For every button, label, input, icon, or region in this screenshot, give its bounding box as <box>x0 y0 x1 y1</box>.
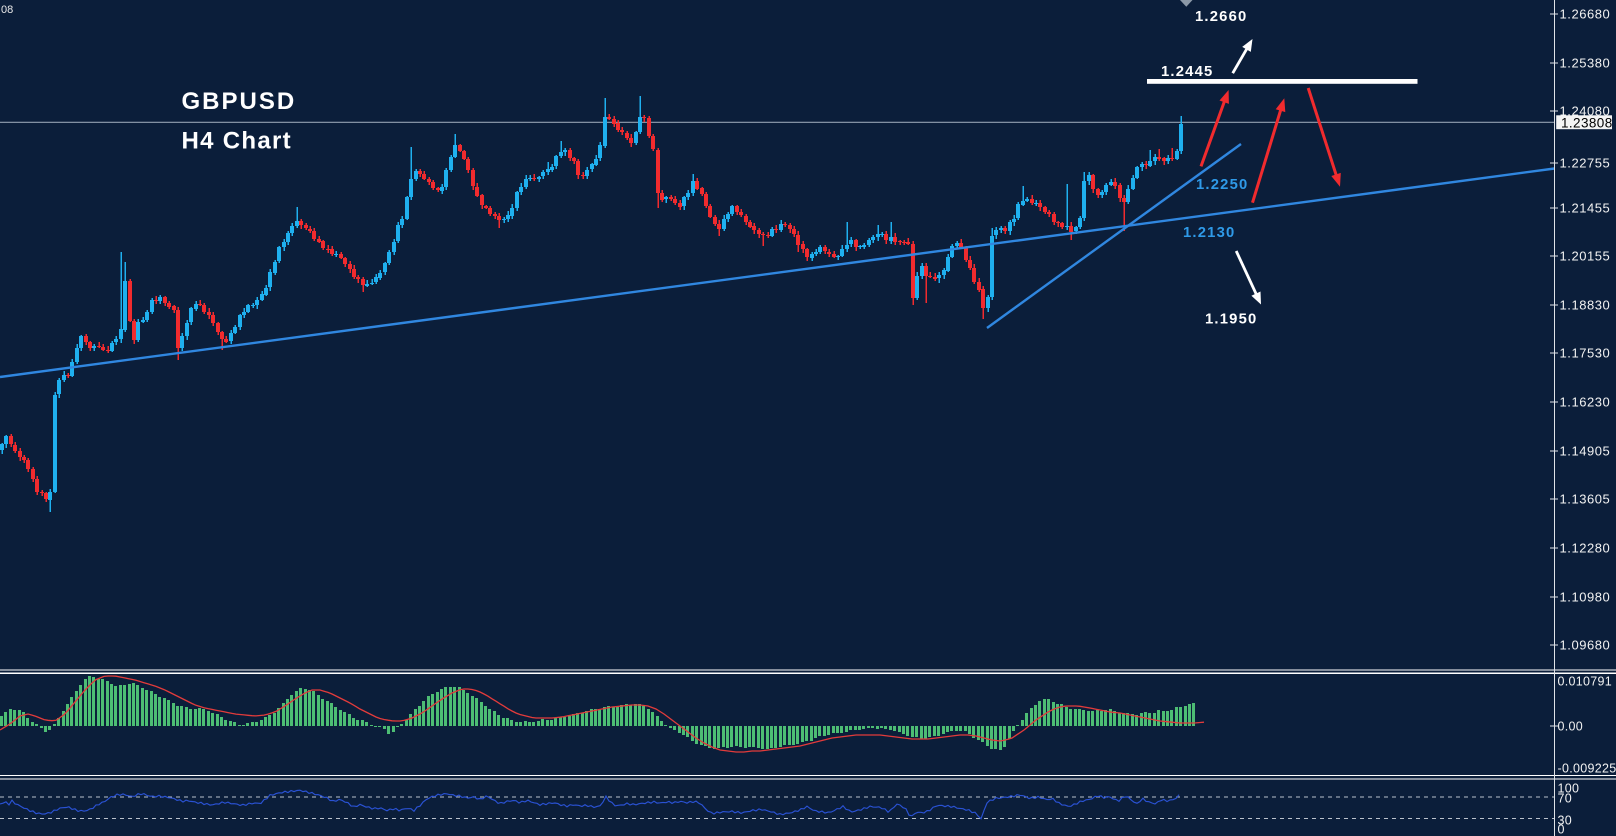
svg-text:1.24080: 1.24080 <box>1560 103 1611 118</box>
svg-text:-0.009225: -0.009225 <box>1558 761 1616 775</box>
svg-text:30: 30 <box>1558 813 1573 827</box>
svg-text:1.09680: 1.09680 <box>1560 637 1611 652</box>
svg-text:1.10980: 1.10980 <box>1560 589 1611 604</box>
svg-text:1.22755: 1.22755 <box>1560 155 1611 170</box>
svg-text:1.14905: 1.14905 <box>1560 443 1611 458</box>
svg-text:1.20155: 1.20155 <box>1560 248 1611 263</box>
svg-text:1.23808: 1.23808 <box>1561 116 1613 131</box>
svg-text:1.1950: 1.1950 <box>1205 312 1257 328</box>
svg-text:0: 0 <box>1558 822 1565 836</box>
svg-text:H4 Chart: H4 Chart <box>182 128 292 155</box>
svg-text:1.25380: 1.25380 <box>1560 55 1611 70</box>
svg-text:100: 100 <box>1558 781 1580 795</box>
svg-text:70: 70 <box>1558 791 1573 805</box>
svg-text:1.21455: 1.21455 <box>1560 200 1611 215</box>
svg-text:1.13605: 1.13605 <box>1560 491 1611 506</box>
svg-text:1.17530: 1.17530 <box>1560 345 1611 360</box>
svg-text:1.16230: 1.16230 <box>1560 394 1611 409</box>
svg-text:1.2445: 1.2445 <box>1161 64 1213 80</box>
svg-text:1.12280: 1.12280 <box>1560 540 1611 555</box>
svg-text:0.00: 0.00 <box>1558 719 1584 733</box>
svg-text:1.18830: 1.18830 <box>1560 297 1611 312</box>
svg-text:GBPUSD: GBPUSD <box>182 88 297 115</box>
svg-text:0.010791: 0.010791 <box>1558 674 1613 688</box>
svg-text:1.2130: 1.2130 <box>1183 225 1235 241</box>
svg-text:1.2660: 1.2660 <box>1195 9 1247 25</box>
svg-text:08: 08 <box>1 4 13 16</box>
svg-text:1.26680: 1.26680 <box>1560 6 1611 21</box>
svg-text:1.2250: 1.2250 <box>1196 177 1248 193</box>
